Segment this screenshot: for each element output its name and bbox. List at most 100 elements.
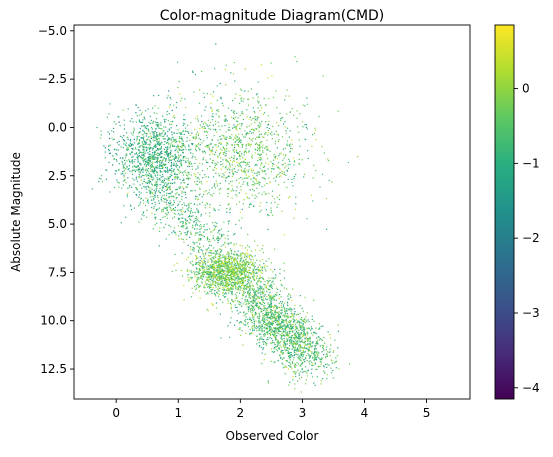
data-point [231,265,233,267]
data-point [228,150,230,152]
data-point [232,161,234,163]
data-point [124,168,126,170]
data-point [197,210,200,212]
data-point [148,155,150,157]
data-point [206,284,208,286]
data-point [228,161,230,163]
data-point [183,284,185,287]
data-point [279,176,281,178]
data-point [214,293,216,296]
data-point [176,262,178,264]
data-point [263,166,265,168]
data-point [293,177,295,179]
data-point [244,270,246,272]
data-point [221,270,223,272]
data-point [304,361,306,363]
data-point [256,128,258,131]
data-point [183,159,185,161]
data-point [202,235,204,237]
data-point [223,234,225,236]
data-point [154,168,156,170]
data-point [287,178,289,181]
data-point [189,236,191,238]
data-point [278,348,280,350]
data-point [314,331,316,333]
data-point [262,144,264,146]
data-point [156,138,158,140]
data-point [113,158,115,160]
data-point [248,161,250,163]
data-point [214,284,216,286]
data-point [295,173,297,176]
data-point [189,163,191,165]
data-point [284,324,286,326]
data-point [230,156,233,158]
data-point [139,176,141,178]
data-point [246,312,248,315]
data-point [212,169,214,171]
data-point [185,130,187,132]
data-point [177,204,179,206]
data-point [171,179,174,181]
data-point [140,192,142,194]
data-point [147,168,150,170]
data-point [219,248,221,250]
data-point [199,231,201,233]
data-point [158,230,161,232]
data-point [265,324,267,326]
data-point [151,127,153,129]
data-point [133,179,135,181]
data-point [279,294,281,296]
data-point [132,134,134,136]
data-point [302,104,304,106]
data-point [220,260,222,262]
data-point [297,338,299,340]
data-point [233,62,235,64]
data-point [153,134,155,136]
data-point [316,355,319,357]
data-point [113,121,115,123]
data-point [225,270,227,272]
data-point [154,224,156,226]
data-point [172,209,174,211]
data-point [140,157,142,159]
data-point [226,169,228,171]
data-point [235,203,238,205]
data-point [208,247,210,249]
data-point [262,147,264,149]
data-point [228,271,230,273]
data-point [290,310,292,312]
data-point [236,136,238,138]
data-point [153,170,155,172]
data-point [259,260,261,262]
data-point [288,384,290,386]
data-point [234,80,236,82]
data-point [306,344,308,346]
data-point [163,181,165,183]
data-point [175,193,177,195]
data-point [289,111,291,113]
data-point [206,181,208,183]
data-point [169,139,171,141]
data-point [186,205,188,207]
data-point [241,297,243,300]
data-point [182,210,184,212]
data-point [149,147,152,150]
data-point [168,186,171,188]
data-point [326,353,328,355]
data-point [161,171,163,173]
data-point [228,175,230,177]
data-point [143,211,145,213]
data-point [209,165,211,167]
data-point [206,124,208,126]
data-point [289,151,291,153]
data-point [203,255,205,257]
data-point [244,275,246,277]
data-point [250,285,252,287]
data-point [195,195,197,197]
data-point [179,186,182,188]
data-point [185,160,187,162]
data-point [253,130,255,132]
data-point [225,265,227,267]
data-point [210,266,213,268]
